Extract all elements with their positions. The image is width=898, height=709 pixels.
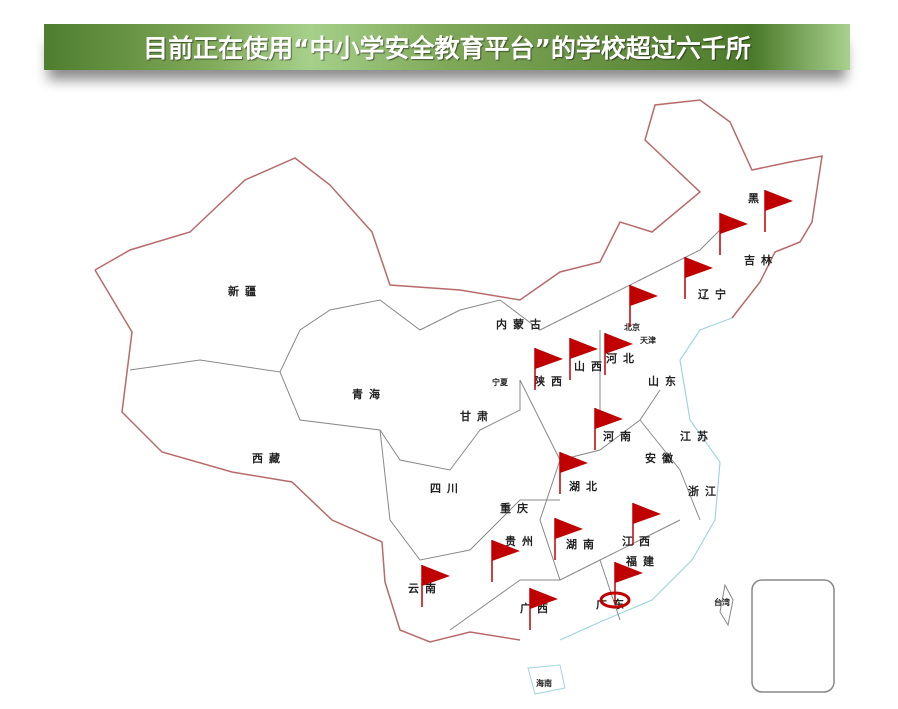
province-lines — [129, 229, 721, 631]
province-label: 海南 — [536, 678, 552, 688]
taiwan — [719, 583, 734, 627]
province-label: 河南 — [603, 429, 637, 443]
province-label: 重庆 — [500, 501, 534, 515]
red-flag-icon — [684, 257, 713, 299]
province-label: 山西 — [574, 359, 608, 373]
province-label: 山东 — [648, 374, 682, 388]
red-flag-icon — [594, 408, 623, 450]
province-label: 福建 — [625, 554, 660, 568]
province-label: 陕西 — [534, 374, 568, 388]
red-flag-icon — [529, 588, 558, 630]
province-label: 北京 — [624, 322, 640, 332]
province-label: 辽宁 — [698, 287, 732, 301]
province-label: 江苏 — [680, 429, 714, 443]
red-flag-icon — [629, 285, 658, 327]
province-label: 吉林 — [744, 253, 778, 267]
title-banner: 目前正在使用“中小学安全教育平台”的学校超过六千所 — [44, 24, 850, 70]
province-label: 湖北 — [569, 479, 603, 493]
province-label: 甘肃 — [460, 409, 494, 423]
red-flag-icon — [764, 190, 793, 232]
red-flag-icon — [559, 452, 588, 494]
province-label: 贵州 — [505, 534, 539, 548]
china-border-south — [94, 269, 521, 643]
province-label: 四川 — [430, 482, 464, 495]
red-flag-icon — [632, 503, 661, 545]
hainan — [527, 664, 566, 695]
province-label: 浙江 — [688, 484, 722, 498]
red-flag-icon — [491, 540, 520, 582]
red-flag-icon — [604, 333, 633, 375]
red-flag-icon — [554, 518, 583, 560]
red-flag-icon — [719, 213, 748, 255]
province-label: 内蒙古 — [496, 317, 547, 331]
province-label: 青海 — [352, 387, 386, 401]
red-flag-icon — [534, 348, 563, 390]
red-flag-icon — [569, 338, 598, 380]
province-label: 宁夏 — [492, 377, 509, 387]
south-china-sea-inset — [751, 579, 835, 693]
province-label: 湖南 — [566, 537, 600, 551]
coastline — [559, 317, 733, 641]
province-label: 西藏 — [252, 451, 286, 465]
red-flag-icon — [421, 565, 450, 607]
province-label: 新疆 — [228, 284, 262, 298]
province-label: 台湾 — [714, 597, 730, 607]
province-label: 天津 — [640, 335, 656, 345]
china-border — [94, 99, 823, 319]
page-title: 目前正在使用“中小学安全教育平台”的学校超过六千所 — [143, 34, 751, 63]
province-label: 安徽 — [645, 451, 679, 465]
province-label: 江西 — [622, 534, 656, 548]
province-label: 河北 — [606, 351, 640, 365]
red-flag-icon — [599, 562, 643, 609]
